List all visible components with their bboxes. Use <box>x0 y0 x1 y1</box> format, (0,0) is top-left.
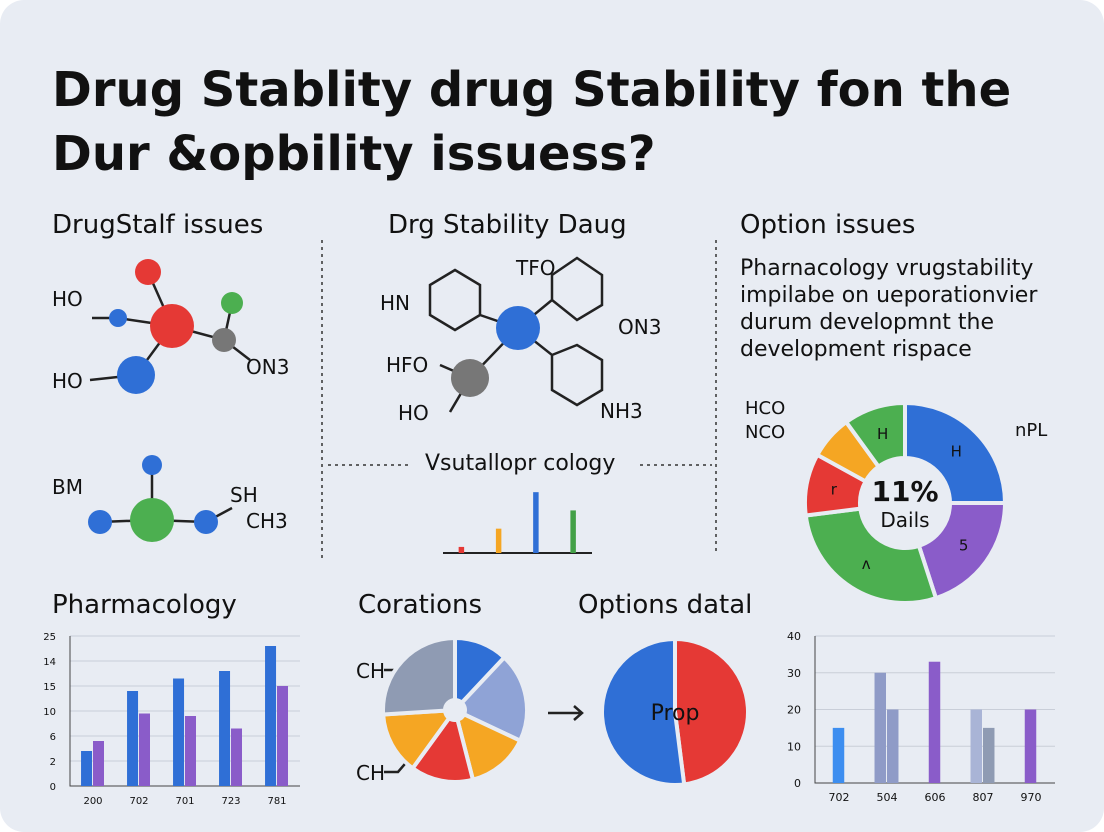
title-line: Drug Stablity drug Stability fon the <box>52 62 1011 118</box>
bar <box>970 709 983 783</box>
bar <box>93 741 105 786</box>
atom-label: HO <box>52 287 83 311</box>
x-tick-label: 970 <box>1021 791 1042 804</box>
bar <box>832 727 845 783</box>
y-tick-label: 0 <box>794 777 801 790</box>
atom-label: HO <box>52 369 83 393</box>
atom-label: ON3 <box>246 355 289 379</box>
center-sublabel: Dails <box>880 508 929 532</box>
chart-title: Vsutallopr cology <box>425 451 615 476</box>
slice-label: H <box>951 443 962 461</box>
center-label: Prop <box>651 701 700 726</box>
y-tick-label: 25 <box>43 632 56 643</box>
atom-label: NH3 <box>600 399 643 423</box>
paragraph-line: impilabe on ueporationvier <box>740 283 1038 308</box>
y-tick-label: 15 <box>43 682 56 693</box>
bar <box>1024 709 1037 783</box>
section-heading: DrugStalf issues <box>52 210 263 240</box>
section-heading: Pharmacology <box>52 590 237 620</box>
paragraph-line: Pharnacology vrugstability <box>740 256 1033 281</box>
bar <box>983 727 995 783</box>
pie-slice <box>916 501 1008 601</box>
bar <box>887 709 899 783</box>
bar <box>928 661 941 783</box>
atom-label: CH3 <box>246 509 288 533</box>
y-tick-label: 6 <box>50 732 56 743</box>
center-label: 11% <box>871 475 938 508</box>
slice-label: H <box>877 425 888 443</box>
bar <box>185 716 197 786</box>
slice-label: ʌ <box>862 555 871 573</box>
pie-slice <box>381 708 452 772</box>
atom-label: BM <box>52 475 83 499</box>
section-heading: Corations <box>358 590 482 620</box>
bar <box>458 546 465 553</box>
x-tick-label: 807 <box>973 791 994 804</box>
y-tick-label: 40 <box>787 630 801 643</box>
bar <box>231 728 243 786</box>
pie-slice <box>455 711 523 783</box>
annotation: NCO <box>745 422 785 443</box>
y-tick-label: 10 <box>787 740 801 753</box>
x-tick-label: 504 <box>877 791 898 804</box>
annotation: nPL <box>1015 420 1047 441</box>
bar <box>173 678 185 786</box>
paragraph-line: durum developmnt the <box>740 310 994 335</box>
molecule <box>88 259 251 542</box>
y-tick-label: 0 <box>50 782 56 793</box>
x-tick-label: 781 <box>267 796 286 807</box>
atom-label: ON3 <box>618 315 661 339</box>
pie-slice <box>600 636 687 787</box>
pie-label: CH <box>356 659 385 683</box>
x-tick-label: 702 <box>129 796 148 807</box>
atom-label: SH <box>230 483 258 507</box>
x-tick-label: 723 <box>221 796 240 807</box>
bar <box>81 751 93 786</box>
pie-slice <box>903 400 1008 505</box>
atom-label: TFO <box>515 256 555 280</box>
arrow <box>548 705 584 721</box>
atom-label: HO <box>398 401 429 425</box>
x-tick-label: 702 <box>829 791 850 804</box>
atom-label: HFO <box>386 353 428 377</box>
atom-label: HN <box>380 291 410 315</box>
pie-label: CH <box>356 761 385 785</box>
y-tick-label: 10 <box>43 707 56 718</box>
bar <box>570 510 576 553</box>
pie-slice <box>673 636 750 787</box>
bar <box>127 691 139 786</box>
bar <box>219 671 231 786</box>
bar <box>265 646 277 786</box>
x-tick-label: 701 <box>175 796 194 807</box>
bar <box>139 713 151 786</box>
y-tick-label: 30 <box>787 667 801 680</box>
y-tick-label: 20 <box>787 704 801 717</box>
slice-label: 5 <box>959 537 969 555</box>
bar <box>277 686 289 786</box>
section-heading: Option issues <box>740 210 915 240</box>
slice-label: r <box>831 480 838 498</box>
bar <box>495 528 502 553</box>
pie-slice <box>381 635 457 717</box>
y-tick-label: 14 <box>43 657 56 668</box>
y-tick-label: 2 <box>50 757 56 768</box>
section-heading: Drg Stability Daug <box>388 210 627 240</box>
paragraph-line: development rispace <box>740 337 972 362</box>
molecule <box>428 256 604 413</box>
pie-slice <box>843 400 907 470</box>
bar <box>533 492 539 553</box>
bar <box>874 672 887 783</box>
annotation: HCO <box>745 398 785 419</box>
x-tick-label: 606 <box>925 791 946 804</box>
pie-slice <box>803 506 939 605</box>
section-heading: Options datal <box>578 590 752 620</box>
pie-slice <box>409 715 476 784</box>
x-tick-label: 200 <box>83 796 102 807</box>
title-line: Dur &opbility issuess? <box>52 126 656 182</box>
